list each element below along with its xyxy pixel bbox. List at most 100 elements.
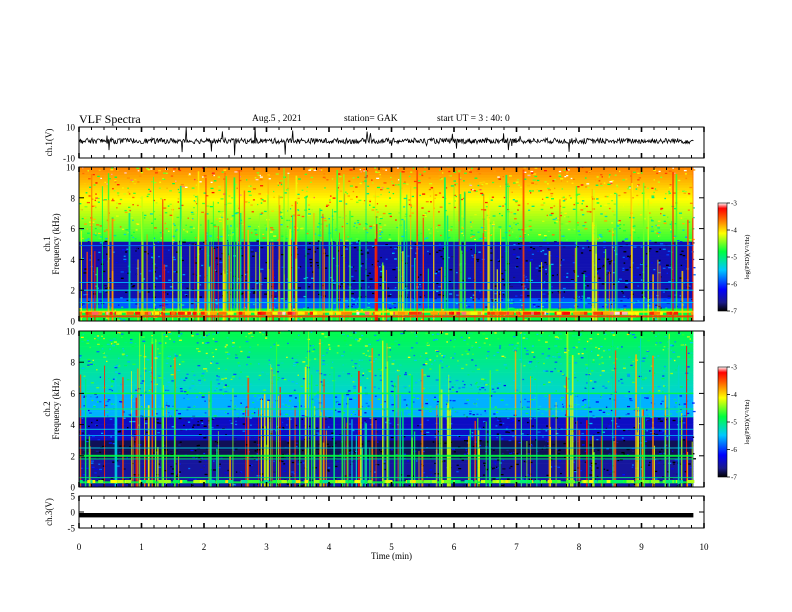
ch1-spectrogram-speckle — [124, 172, 127, 174]
ch2-spectrogram-speckle — [219, 463, 221, 465]
ch1-spectrogram-speckle — [577, 264, 580, 266]
ch2-spectrogram-speckle — [141, 456, 144, 458]
ch1-spectrogram-speckle — [398, 212, 401, 214]
ch1-spectrogram-speckle — [667, 216, 669, 218]
ch1-spectrogram-speckle — [334, 278, 336, 281]
ch2-spectrogram-speckle — [522, 378, 525, 381]
ch1-spectrogram-speckle — [104, 291, 108, 293]
ch2-spectrogram-band — [79, 442, 694, 446]
ch2-spectrogram-speckle — [300, 385, 304, 387]
ch1-spectrogram-speckle — [600, 184, 603, 187]
ch1-spectrogram-speckle — [623, 230, 626, 232]
ch2-spectrogram-speckle — [235, 423, 238, 426]
ch1-spectrogram-speckle — [155, 267, 158, 269]
ch1-spectrogram-speckle — [90, 255, 92, 257]
ch1-spectrogram-speckle — [457, 170, 461, 172]
ch1-spectrogram-speckle — [676, 282, 680, 285]
ch1-spectrogram-speckle — [530, 259, 534, 261]
ch2-spectrogram-speckle — [544, 440, 547, 442]
ch1-spectrogram-speckle — [455, 302, 458, 305]
ch2-spectrogram-band — [79, 448, 694, 451]
ch1-spectrogram-strip — [218, 311, 227, 315]
ch2-spectrogram-speckle — [197, 350, 201, 353]
ch2-spectrogram-speckle — [162, 333, 166, 336]
ch1-spectrogram-speckle — [380, 193, 382, 196]
ch1-spectrogram-speckle — [306, 267, 310, 269]
ch1-spectrogram-speckle — [93, 205, 97, 207]
ch1-spectrogram-spike — [647, 199, 650, 321]
ch1-spectrogram-speckle — [116, 319, 121, 321]
ch2-spectrogram-speckle — [638, 375, 642, 378]
ch2-spectrogram-speckle — [603, 468, 606, 470]
ch1-spectrogram-speckle — [235, 212, 238, 214]
ch1-spectrogram-speckle — [341, 225, 344, 228]
ch1-spectrogram-speckle — [687, 196, 690, 198]
ch2-spectrogram-speckle — [511, 430, 515, 432]
ch2-spectrogram-speckle — [202, 372, 205, 374]
ch1-spectrogram-speckle — [577, 224, 579, 226]
ch1-spectrogram-speckle — [585, 205, 588, 208]
ch1-spectrogram-speckle — [382, 280, 386, 283]
ch2-spectrogram-speckle — [496, 387, 499, 389]
ch2-spectrogram-speckle — [534, 417, 536, 420]
ch2-spectrogram-speckle — [394, 340, 398, 342]
ch2-spectrogram-speckle — [531, 445, 534, 447]
ch2-spectrogram-speckle — [518, 331, 521, 334]
ch2-spectrogram-speckle — [295, 445, 298, 448]
ch2-spectrogram-speckle — [105, 411, 109, 413]
ch1-spectrogram-speckle — [124, 260, 126, 263]
ch2-spectrogram-speckle — [217, 376, 220, 378]
ch2-spectrogram-speckle — [545, 430, 548, 432]
ch2-spectrogram-band — [79, 419, 694, 423]
ch1-spectrogram-speckle — [153, 210, 156, 213]
ch2-spectrogram-speckle — [343, 401, 346, 403]
ch1-spectrogram-speckle — [393, 288, 396, 291]
ch2-spectrogram-speckle — [427, 343, 430, 345]
ch1-spectrogram-speckle — [114, 176, 118, 178]
ch2-spectrogram-speckle — [686, 412, 690, 415]
ch1-spectrogram-speckle — [98, 251, 101, 254]
ch2-spectrogram-speckle — [616, 441, 619, 444]
ch2-spectrogram-speckle — [122, 350, 125, 352]
ch2-spectrogram-speckle — [397, 468, 400, 470]
ch1-spectrogram-speckle — [173, 170, 175, 173]
ch1-spectrogram-speckle — [528, 219, 532, 222]
ch1-spectrogram-speckle — [199, 296, 202, 298]
ch2-spectrogram-speckle — [137, 424, 140, 426]
ch1-spectrogram-speckle — [609, 263, 611, 265]
ch2-spectrogram-speckle — [368, 457, 370, 459]
ch1-spectrogram-band — [79, 256, 694, 260]
ch2-spectrogram-speckle — [329, 346, 331, 349]
ch1-spectrogram-spike — [616, 193, 618, 321]
ch1-spectrogram-speckle — [286, 278, 289, 280]
ch1-spectrogram-speckle — [417, 213, 421, 215]
ch1-spectrogram-speckle — [119, 318, 122, 320]
ch1-spectrogram-speckle — [519, 308, 522, 311]
ch1-spectrogram-speckle — [86, 201, 90, 204]
ch2-spectrogram-speckle — [253, 407, 256, 409]
ch1-spectrogram-spike — [376, 266, 379, 321]
ch2-spectrogram-speckle — [349, 398, 353, 400]
ch2-spectrogram-speckle — [390, 449, 394, 451]
ch1-spectrogram-speckle — [87, 238, 90, 240]
ch1-spectrogram-speckle — [501, 291, 505, 294]
ch2-spectrogram-speckle — [311, 479, 314, 481]
ch1-spectrogram-speckle — [640, 257, 643, 259]
ch1-spectrogram-speckle — [510, 211, 513, 214]
ch2-spectrogram-speckle — [94, 339, 97, 342]
ch1-spectrogram-speckle — [666, 283, 669, 286]
ch1-spectrogram-strip — [202, 311, 208, 315]
ch2-spectrogram-speckle — [240, 402, 242, 404]
ch2-spectrogram-speckle — [406, 407, 409, 409]
ch1-spectrogram-speckle — [306, 195, 308, 197]
ch1-spectrogram-speckle — [491, 196, 495, 198]
ch2-spectrogram-speckle — [221, 377, 224, 379]
ch1-spectrogram-speckle — [376, 211, 379, 213]
ch1-spectrogram-speckle — [322, 176, 326, 179]
ch2-spectrogram-speckle — [539, 335, 543, 337]
ch1-spectrogram-speckle — [315, 261, 319, 264]
ch2-spectrogram-band — [79, 414, 694, 418]
ch1-spectrogram-speckle — [408, 203, 411, 206]
ch1-spectrogram-speckle — [265, 263, 268, 265]
ch2-spectrogram-speckle — [145, 431, 149, 433]
